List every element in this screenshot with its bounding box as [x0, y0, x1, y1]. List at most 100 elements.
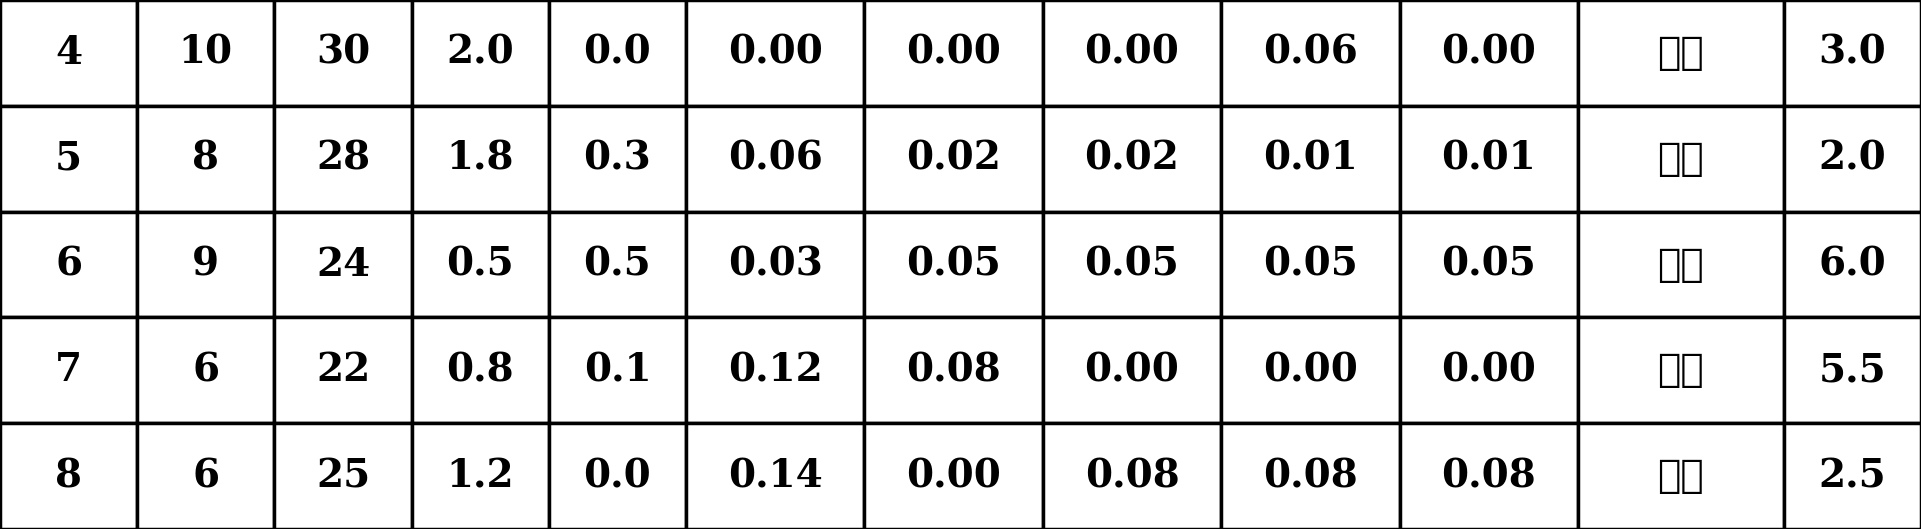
Bar — [864, 317, 1043, 423]
Bar — [136, 106, 275, 212]
Text: 0.0: 0.0 — [584, 34, 651, 72]
Text: 2.5: 2.5 — [1819, 457, 1886, 495]
Bar — [1577, 423, 1785, 529]
Bar — [1400, 0, 1577, 106]
Bar — [864, 0, 1043, 106]
Bar — [1400, 106, 1577, 212]
Bar — [1785, 317, 1921, 423]
Bar — [275, 106, 411, 212]
Text: 0.06: 0.06 — [1262, 34, 1358, 72]
Text: 8: 8 — [56, 457, 83, 495]
Bar — [1043, 106, 1222, 212]
Text: 6: 6 — [192, 351, 219, 389]
Text: 0.3: 0.3 — [584, 140, 651, 178]
Bar — [1043, 212, 1222, 317]
Text: 0.5: 0.5 — [446, 245, 515, 284]
Text: 余量: 余量 — [1658, 34, 1704, 72]
Bar — [864, 423, 1043, 529]
Text: 5: 5 — [56, 140, 83, 178]
Text: 0.00: 0.00 — [1441, 34, 1537, 72]
Text: 0.00: 0.00 — [728, 34, 822, 72]
Text: 0.8: 0.8 — [446, 351, 515, 389]
Text: 0.02: 0.02 — [907, 140, 1001, 178]
Text: 1.8: 1.8 — [446, 140, 515, 178]
Bar — [1785, 0, 1921, 106]
Bar — [549, 212, 686, 317]
Text: 7: 7 — [56, 351, 83, 389]
Text: 0.12: 0.12 — [728, 351, 822, 389]
Bar — [0, 106, 136, 212]
Bar — [275, 317, 411, 423]
Text: 6.0: 6.0 — [1819, 245, 1886, 284]
Text: 2.0: 2.0 — [1819, 140, 1886, 178]
Text: 余量: 余量 — [1658, 351, 1704, 389]
Text: 0.06: 0.06 — [728, 140, 822, 178]
Bar — [1222, 0, 1400, 106]
Text: 6: 6 — [192, 457, 219, 495]
Bar — [0, 0, 136, 106]
Bar — [1043, 423, 1222, 529]
Bar — [1577, 212, 1785, 317]
Text: 10: 10 — [179, 34, 232, 72]
Bar — [549, 317, 686, 423]
Bar — [686, 423, 864, 529]
Bar — [686, 317, 864, 423]
Bar — [136, 317, 275, 423]
Text: 5.5: 5.5 — [1819, 351, 1886, 389]
Bar — [1222, 106, 1400, 212]
Bar — [0, 317, 136, 423]
Bar — [275, 423, 411, 529]
Bar — [411, 212, 549, 317]
Text: 0.05: 0.05 — [1441, 245, 1537, 284]
Bar — [136, 0, 275, 106]
Bar — [0, 212, 136, 317]
Text: 8: 8 — [192, 140, 219, 178]
Bar — [1785, 423, 1921, 529]
Bar — [0, 423, 136, 529]
Text: 0.00: 0.00 — [907, 34, 1001, 72]
Bar — [1043, 317, 1222, 423]
Bar — [1400, 317, 1577, 423]
Bar — [275, 0, 411, 106]
Bar — [1577, 106, 1785, 212]
Text: 0.02: 0.02 — [1085, 140, 1179, 178]
Bar — [549, 423, 686, 529]
Bar — [1222, 317, 1400, 423]
Bar — [411, 0, 549, 106]
Bar — [686, 106, 864, 212]
Text: 2.0: 2.0 — [446, 34, 515, 72]
Text: 0.01: 0.01 — [1441, 140, 1537, 178]
Text: 6: 6 — [56, 245, 83, 284]
Text: 0.00: 0.00 — [1085, 34, 1179, 72]
Bar — [1577, 317, 1785, 423]
Text: 24: 24 — [315, 245, 371, 284]
Bar — [1577, 0, 1785, 106]
Text: 0.0: 0.0 — [584, 457, 651, 495]
Text: 0.08: 0.08 — [1441, 457, 1537, 495]
Bar — [136, 212, 275, 317]
Bar — [411, 423, 549, 529]
Bar — [136, 423, 275, 529]
Bar — [1785, 212, 1921, 317]
Bar — [1043, 0, 1222, 106]
Bar — [686, 0, 864, 106]
Text: 4: 4 — [56, 34, 83, 72]
Text: 0.00: 0.00 — [1085, 351, 1179, 389]
Bar — [549, 0, 686, 106]
Bar — [411, 106, 549, 212]
Text: 余量: 余量 — [1658, 140, 1704, 178]
Text: 28: 28 — [315, 140, 371, 178]
Text: 25: 25 — [315, 457, 371, 495]
Text: 22: 22 — [315, 351, 371, 389]
Text: 余量: 余量 — [1658, 457, 1704, 495]
Text: 9: 9 — [192, 245, 219, 284]
Text: 0.03: 0.03 — [728, 245, 822, 284]
Text: 1.2: 1.2 — [446, 457, 515, 495]
Text: 0.00: 0.00 — [1262, 351, 1358, 389]
Text: 0.08: 0.08 — [1085, 457, 1179, 495]
Bar — [1400, 212, 1577, 317]
Text: 3.0: 3.0 — [1819, 34, 1886, 72]
Bar — [411, 317, 549, 423]
Bar — [1222, 212, 1400, 317]
Bar — [864, 106, 1043, 212]
